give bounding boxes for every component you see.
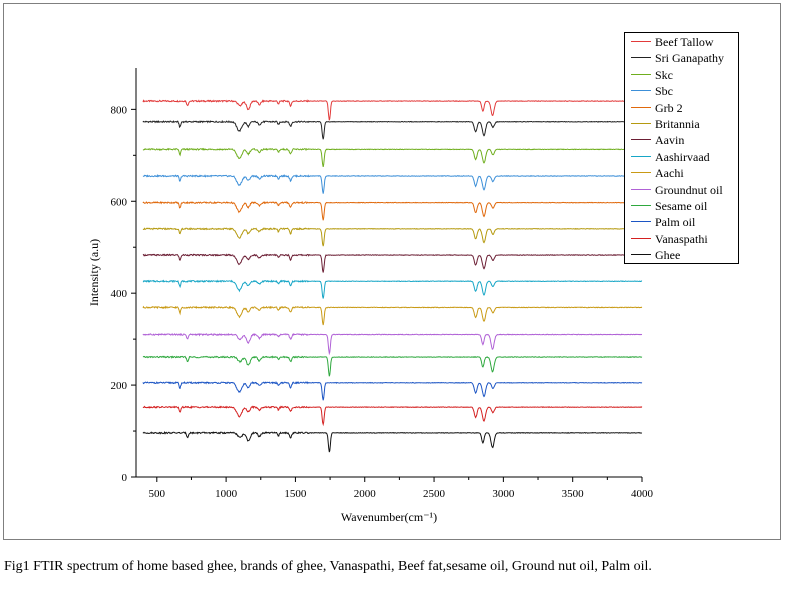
legend-label: Sbc — [655, 84, 673, 99]
x-tick-label: 3500 — [562, 488, 585, 500]
legend-label: Aavin — [655, 133, 685, 148]
x-tick-label: 2500 — [423, 488, 446, 500]
x-tick-label: 500 — [149, 488, 166, 500]
y-axis-title: Intensity (a.u) — [87, 239, 101, 306]
legend-swatch — [631, 90, 651, 92]
series-line-sesame-oil — [142, 355, 643, 377]
series-line-grb-2 — [142, 200, 643, 221]
x-tick-label: 3000 — [492, 488, 515, 500]
legend-swatch — [631, 73, 651, 75]
legend-label: Britannia — [655, 117, 700, 131]
series-line-britannia — [142, 227, 643, 247]
legend-label: Sri Ganapathy — [655, 51, 724, 66]
legend-item: Beef Tallow — [625, 34, 738, 50]
legend-swatch — [631, 139, 651, 141]
series-line-vanaspathi — [142, 405, 643, 427]
series-line-groundnut-oil — [142, 332, 643, 356]
legend-item: Britannia — [625, 116, 738, 132]
legend-swatch — [631, 221, 651, 223]
x-axis-title: Wavenumber(cm⁻¹) — [341, 510, 437, 524]
legend-item: Vanaspathi — [625, 231, 738, 247]
series-line-aachi — [142, 305, 643, 326]
legend-item: Aashirvaad — [625, 149, 738, 165]
legend-item: Sri Ganapathy — [625, 50, 738, 66]
legend-swatch — [631, 237, 651, 239]
series-line-sbc — [142, 174, 643, 194]
legend-item: Palm oil — [625, 214, 738, 230]
legend-label: Ghee — [655, 248, 681, 263]
legend-item: Aavin — [625, 132, 738, 148]
ftir-chart: 500 1000 1500 2000 2500 3000 3500 4000 0 200 400 60… — [87, 68, 654, 524]
legend-item: Ghee — [625, 247, 738, 263]
legend-swatch — [631, 106, 651, 108]
series-line-skc — [142, 147, 643, 168]
y-tick-label: 600 — [111, 196, 128, 208]
legend-label: Grb 2 — [655, 100, 683, 115]
x-tick-label: 1500 — [284, 488, 307, 500]
series-line-sri-ganapathy — [142, 119, 643, 140]
series-line-aashirvaad — [142, 279, 643, 299]
legend-label: Palm oil — [655, 215, 696, 230]
legend-item: Sesame oil — [625, 198, 738, 214]
series-line-aavin — [142, 253, 643, 273]
y-tick-label: 400 — [111, 288, 128, 300]
y-tick-label: 200 — [111, 380, 128, 392]
legend-item: Groundnut oil — [625, 182, 738, 198]
legend-swatch — [631, 57, 651, 59]
legend-item: Grb 2 — [625, 100, 738, 116]
series-line-beef-tallow — [142, 99, 643, 121]
legend-label: Vanaspathi — [655, 231, 708, 246]
legend-label: Aashirvaad — [655, 149, 710, 164]
legend-swatch — [631, 41, 651, 42]
legend-swatch — [631, 254, 651, 256]
legend-label: Sesame oil — [655, 199, 708, 213]
legend-label: Groundnut oil — [655, 182, 723, 197]
legend-item: Aachi — [625, 165, 738, 181]
x-tick-label: 4000 — [631, 488, 654, 500]
legend-label: Beef Tallow — [655, 35, 714, 49]
legend-label: Aachi — [655, 166, 684, 181]
legend-label: Skc — [655, 67, 673, 82]
figure-frame: 500 1000 1500 2000 2500 3000 3500 4000 0 200 400 60… — [3, 3, 781, 540]
legend-item: Skc — [625, 67, 738, 83]
x-tick-label: 2000 — [354, 488, 377, 500]
legend-item: Sbc — [625, 83, 738, 99]
legend-swatch — [631, 155, 651, 157]
y-tick-label: 800 — [111, 104, 128, 116]
series-line-ghee — [142, 431, 643, 453]
y-tick-label: 0 — [122, 472, 128, 484]
figure-caption: Fig1 FTIR spectrum of home based ghee, b… — [4, 559, 652, 574]
legend-swatch — [631, 188, 651, 190]
series-line-palm-oil — [142, 380, 643, 401]
legend-swatch — [631, 205, 651, 206]
legend-swatch — [631, 123, 651, 124]
chart-legend: Beef Tallow Sri Ganapathy Skc Sbc Grb 2 Brita… — [624, 32, 739, 264]
x-tick-label: 1000 — [215, 488, 238, 500]
legend-swatch — [631, 172, 651, 174]
